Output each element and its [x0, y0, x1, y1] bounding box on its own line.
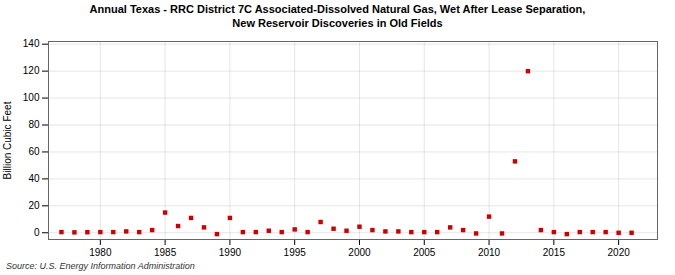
svg-text:2005: 2005 [413, 246, 436, 257]
svg-text:100: 100 [23, 92, 40, 103]
html-text:Annual Texas - RRC District 7C: Annual Texas - RRC District 7C Associate… [89, 3, 586, 29]
html-text:Source: U.S. Energy Informatio: Source: U.S. Energy Information Administ… [6, 260, 195, 271]
svg-text:1990: 1990 [219, 246, 242, 257]
svg-text:2015: 2015 [543, 246, 566, 257]
svg-text:0: 0 [34, 226, 40, 237]
svg-text:120: 120 [23, 65, 40, 76]
svg-text:20: 20 [28, 200, 40, 211]
svg-text:140: 140 [23, 38, 40, 49]
svg-text:40: 40 [28, 173, 40, 184]
svg-text:Billion Cubic Feet: Billion Cubic Feet [2, 101, 13, 179]
svg-text:1980: 1980 [89, 246, 112, 257]
svg-text:1995: 1995 [284, 246, 307, 257]
svg-text:1985: 1985 [154, 246, 177, 257]
svg-text:2020: 2020 [608, 246, 631, 257]
svg-text:2010: 2010 [478, 246, 501, 257]
svg-text:60: 60 [28, 146, 40, 157]
svg-text:2000: 2000 [348, 246, 371, 257]
svg-text:80: 80 [28, 119, 40, 130]
